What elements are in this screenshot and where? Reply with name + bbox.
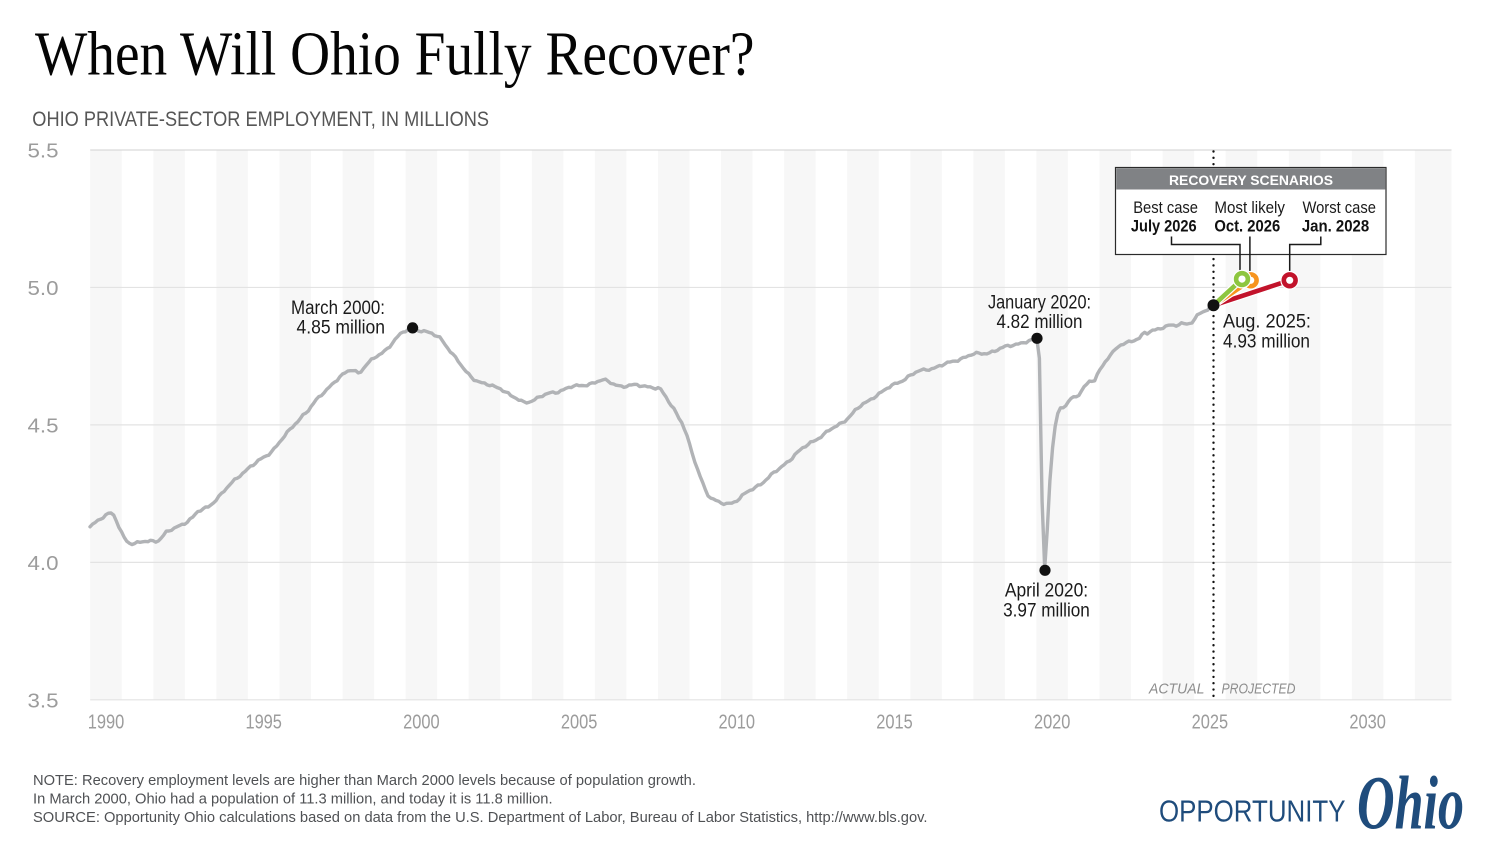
- svg-text:1990: 1990: [88, 712, 125, 734]
- svg-text:2005: 2005: [561, 712, 598, 734]
- svg-text:PROJECTED: PROJECTED: [1222, 681, 1296, 698]
- svg-text:July 2026: July 2026: [1131, 217, 1197, 236]
- svg-text:When Will Ohio Fully Recover?: When Will Ohio Fully Recover?: [35, 19, 755, 89]
- svg-text:OPPORTUNITY: OPPORTUNITY: [1159, 794, 1346, 829]
- svg-text:Aug. 2025:: Aug. 2025:: [1223, 311, 1311, 332]
- svg-text:Best case: Best case: [1133, 199, 1198, 217]
- svg-text:Ohio: Ohio: [1357, 762, 1464, 846]
- svg-text:4.82 million: 4.82 million: [997, 312, 1083, 333]
- svg-text:RECOVERY SCENARIOS: RECOVERY SCENARIOS: [1169, 173, 1333, 189]
- svg-text:March 2000:: March 2000:: [291, 298, 385, 319]
- svg-text:Oct. 2026: Oct. 2026: [1214, 217, 1280, 236]
- svg-text:January 2020:: January 2020:: [988, 292, 1091, 313]
- svg-text:1995: 1995: [245, 712, 282, 734]
- svg-text:ACTUAL: ACTUAL: [1148, 681, 1204, 698]
- svg-text:5.0: 5.0: [28, 278, 59, 300]
- svg-text:5.5: 5.5: [28, 141, 59, 163]
- svg-text:SOURCE: Opportunity Ohio calcu: SOURCE: Opportunity Ohio calculations ba…: [33, 810, 927, 826]
- svg-text:2030: 2030: [1349, 712, 1386, 734]
- svg-text:2010: 2010: [719, 712, 756, 734]
- svg-text:Worst case: Worst case: [1302, 199, 1376, 217]
- svg-text:3.5: 3.5: [28, 691, 59, 713]
- svg-text:Jan. 2028: Jan. 2028: [1302, 217, 1369, 236]
- svg-text:2025: 2025: [1192, 712, 1229, 734]
- svg-text:Most likely: Most likely: [1214, 199, 1285, 217]
- svg-text:2000: 2000: [403, 712, 440, 734]
- svg-text:4.85 million: 4.85 million: [297, 318, 386, 339]
- svg-text:4.93 million: 4.93 million: [1223, 331, 1310, 352]
- svg-text:4.0: 4.0: [28, 553, 59, 575]
- svg-text:4.5: 4.5: [28, 416, 59, 438]
- svg-text:April 2020:: April 2020:: [1005, 581, 1088, 602]
- svg-text:NOTE: Recovery employment leve: NOTE: Recovery employment levels are hig…: [33, 773, 696, 789]
- svg-text:OHIO PRIVATE-SECTOR EMPLOYMENT: OHIO PRIVATE-SECTOR EMPLOYMENT, IN MILLI…: [32, 107, 489, 131]
- svg-text:In March 2000, Ohio had a popu: In March 2000, Ohio had a population of …: [33, 792, 553, 808]
- svg-text:2020: 2020: [1034, 712, 1071, 734]
- svg-text:3.97 million: 3.97 million: [1003, 600, 1090, 621]
- svg-text:2015: 2015: [876, 712, 913, 734]
